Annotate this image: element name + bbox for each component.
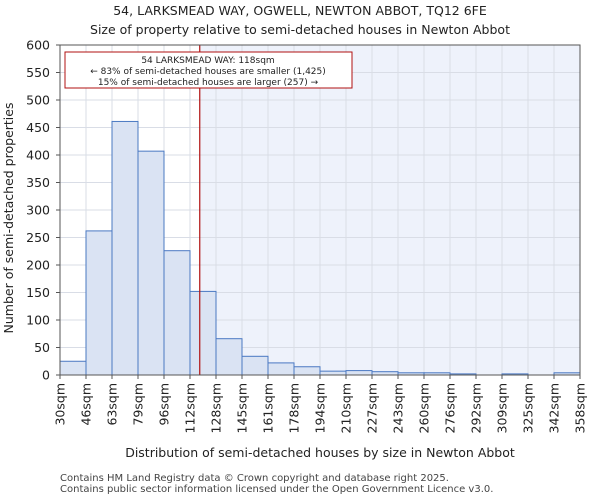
x-tick-label: 178sqm <box>287 383 302 433</box>
x-tick-label: 210sqm <box>339 383 354 433</box>
x-tick-label: 96sqm <box>157 383 172 426</box>
annotation-box: 54 LARKSMEAD WAY: 118sqm ← 83% of semi-d… <box>64 51 353 89</box>
x-tick-label: 161sqm <box>261 383 276 433</box>
x-tick-label: 243sqm <box>391 383 406 433</box>
x-tick-label: 358sqm <box>573 383 588 433</box>
y-axis-ticks: 0 50 100 150 200 250 300 350 400 450 500 550 600 <box>26 38 60 383</box>
x-tick-label: 79sqm <box>131 383 146 426</box>
bars-group <box>59 120 581 376</box>
y-tick-label: 500 <box>26 93 50 108</box>
y-tick-label: 450 <box>26 120 50 135</box>
x-axis-label: Distribution of semi-detached houses by … <box>125 445 515 460</box>
x-tick-label: 46sqm <box>79 383 94 426</box>
y-tick-label: 50 <box>34 340 50 355</box>
histogram-bar <box>241 355 269 376</box>
x-tick-label: 227sqm <box>365 383 380 433</box>
y-tick-label: 350 <box>26 175 50 190</box>
histogram-bar <box>319 370 347 376</box>
x-tick-label: 325sqm <box>521 383 536 433</box>
x-tick-label: 194sqm <box>313 383 328 433</box>
histogram-bar <box>111 120 139 376</box>
y-tick-label: 200 <box>26 258 50 273</box>
histogram-bar <box>293 366 321 376</box>
y-tick-label: 250 <box>26 230 50 245</box>
x-tick-label: 112sqm <box>183 383 198 433</box>
x-tick-label: 342sqm <box>547 383 562 433</box>
annotation-border <box>64 51 353 89</box>
chart-subtitle: Size of property relative to semi-detach… <box>90 22 510 37</box>
x-tick-label: 276sqm <box>443 383 458 433</box>
annotation-line-2: ← 83% of semi-detached houses are smalle… <box>90 67 326 77</box>
histogram-bar <box>137 150 165 376</box>
footer-line-2: Contains public sector information licen… <box>60 484 494 495</box>
y-axis-label: Number of semi-detached properties <box>1 103 16 334</box>
y-tick-label: 0 <box>42 368 50 383</box>
chart-title: 54, LARKSMEAD WAY, OGWELL, NEWTON ABBOT,… <box>113 3 487 18</box>
y-tick-label: 550 <box>26 65 50 80</box>
y-tick-label: 400 <box>26 148 50 163</box>
x-axis-ticks: 30sqm 46sqm 63sqm 79sqm 96sqm 112sqm 128sqm 145… <box>53 375 588 433</box>
histogram-bar <box>163 250 191 376</box>
histogram-bar <box>85 230 113 376</box>
x-tick-label: 260sqm <box>417 383 432 433</box>
histogram-bar <box>215 338 243 376</box>
y-tick-label: 100 <box>26 313 50 328</box>
x-tick-label: 30sqm <box>53 383 68 426</box>
x-tick-label: 292sqm <box>469 383 484 433</box>
y-tick-label: 150 <box>26 285 50 300</box>
footer-line-1: Contains HM Land Registry data © Crown c… <box>60 473 449 484</box>
annotation-line-1: 54 LARKSMEAD WAY: 118sqm <box>141 56 274 66</box>
histogram-bar <box>189 290 217 376</box>
y-tick-label: 300 <box>26 203 50 218</box>
histogram-bar <box>59 360 87 376</box>
annotation-line-3: 15% of semi-detached houses are larger (… <box>98 78 319 88</box>
x-tick-label: 128sqm <box>209 383 224 433</box>
x-tick-label: 63sqm <box>105 383 120 426</box>
y-tick-label: 600 <box>26 38 50 53</box>
histogram-bar <box>267 362 295 376</box>
histogram-bar <box>345 370 373 376</box>
x-tick-label: 145sqm <box>235 383 250 433</box>
x-tick-label: 309sqm <box>495 383 510 433</box>
